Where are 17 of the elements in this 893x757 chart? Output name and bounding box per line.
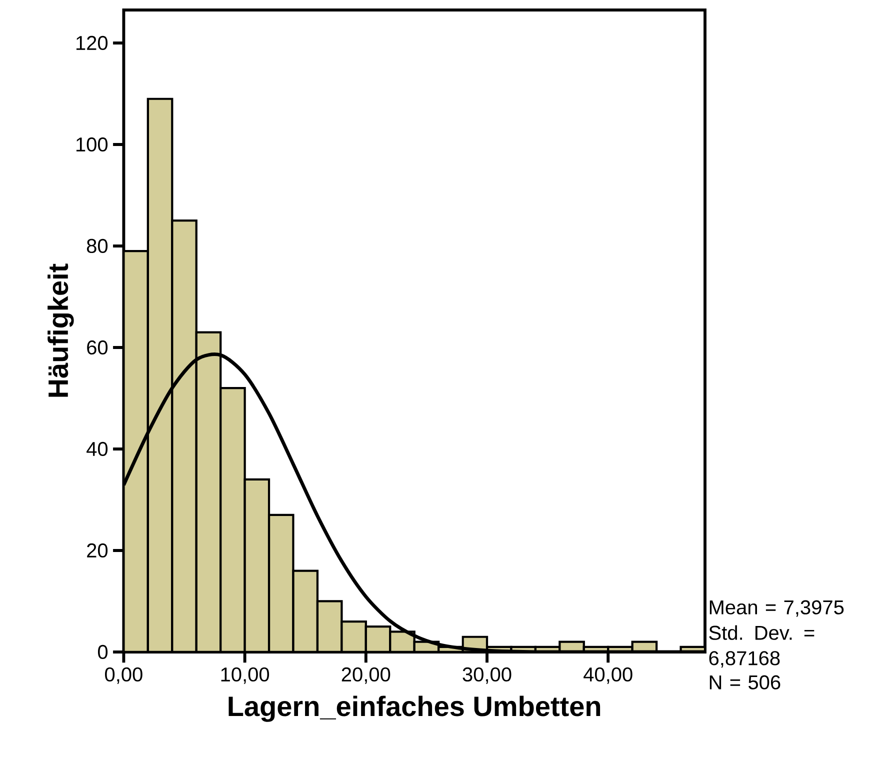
x-tick-label: 20,00: [342, 667, 390, 684]
text: Std. Dev. = 6,87168: [709, 625, 814, 668]
x-tick-label: 10,00: [221, 667, 270, 684]
y-tick-label: 60: [87, 340, 108, 355]
x-tick-label: 40,00: [584, 667, 632, 684]
y-tick-label: 120: [76, 36, 108, 50]
y-tick-label: 20: [87, 543, 108, 558]
text: N = 506: [710, 675, 780, 690]
y-tick-label: 40: [86, 442, 108, 456]
y-axis-title: Häufigkeit: [48, 264, 74, 397]
x-tick-label: 0,00: [105, 667, 142, 684]
y-tick-label: 0: [98, 644, 108, 660]
x-tick-label: 30,00: [462, 667, 512, 684]
text: Mean = 7,3975: [710, 600, 844, 617]
y-tick-label: 80: [86, 238, 108, 254]
y-tick-label: 100: [76, 137, 108, 152]
x-axis-title: Lagern_einfaches Umbetten: [228, 696, 600, 722]
